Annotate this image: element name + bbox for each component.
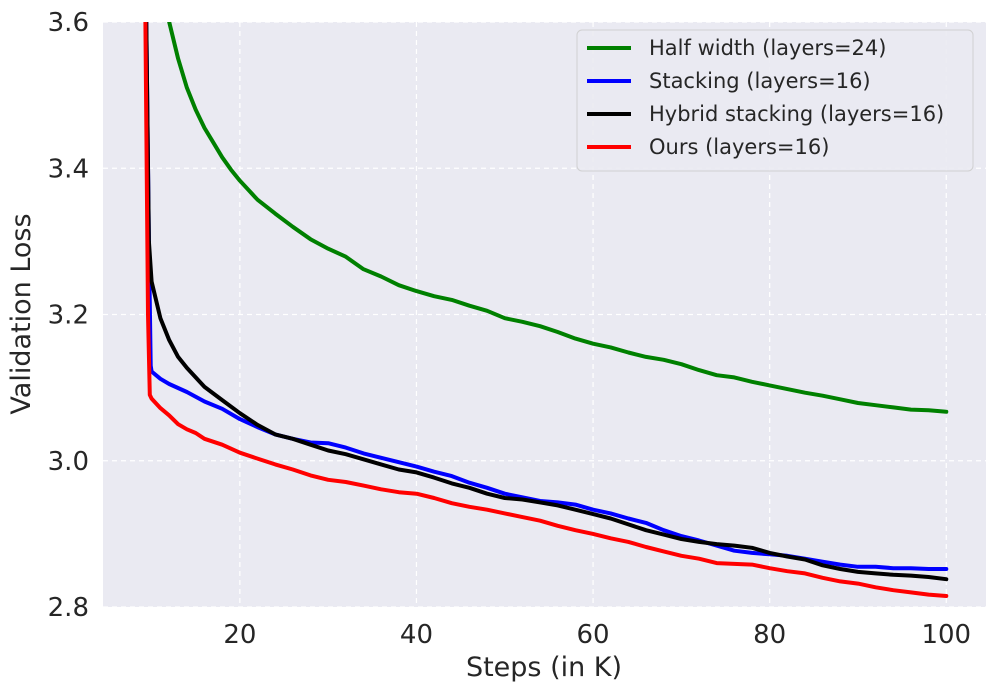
legend-entry: Hybrid stacking (layers=16) [649, 102, 944, 126]
y-tick-label: 3.6 [48, 8, 89, 38]
x-tick-label: 80 [753, 620, 786, 650]
legend-box [576, 29, 974, 172]
y-axis-label: Validation Loss [6, 213, 37, 414]
y-tick-label: 2.8 [48, 593, 89, 623]
x-tick-label: 40 [400, 620, 433, 650]
series-line-3 [144, 22, 949, 582]
y-tick-label: 3.2 [48, 301, 89, 331]
x-tick-label: 60 [577, 620, 610, 650]
legend: Half width (layers=24) Stacking (layers=1… [576, 29, 974, 172]
grid [103, 21, 986, 608]
y-tick-label: 3.0 [48, 447, 89, 477]
series-line-1 [167, 22, 949, 414]
legend-entry: Stacking (layers=16) [649, 69, 871, 93]
x-axis-ticks: 20 40 60 80 100 [223, 620, 971, 650]
legend-entry: Ours (layers=16) [649, 135, 829, 159]
legend-entry: Half width (layers=24) [649, 36, 886, 60]
y-axis-ticks: 2.8 3.0 3.2 3.4 3.6 [48, 8, 89, 623]
series-layer [143, 22, 949, 598]
x-axis-label: Steps (in K) [466, 652, 622, 683]
series-line-4 [143, 22, 949, 598]
y-tick-label: 3.4 [48, 154, 89, 184]
x-tick-label: 100 [921, 620, 971, 650]
x-tick-label: 20 [223, 620, 256, 650]
